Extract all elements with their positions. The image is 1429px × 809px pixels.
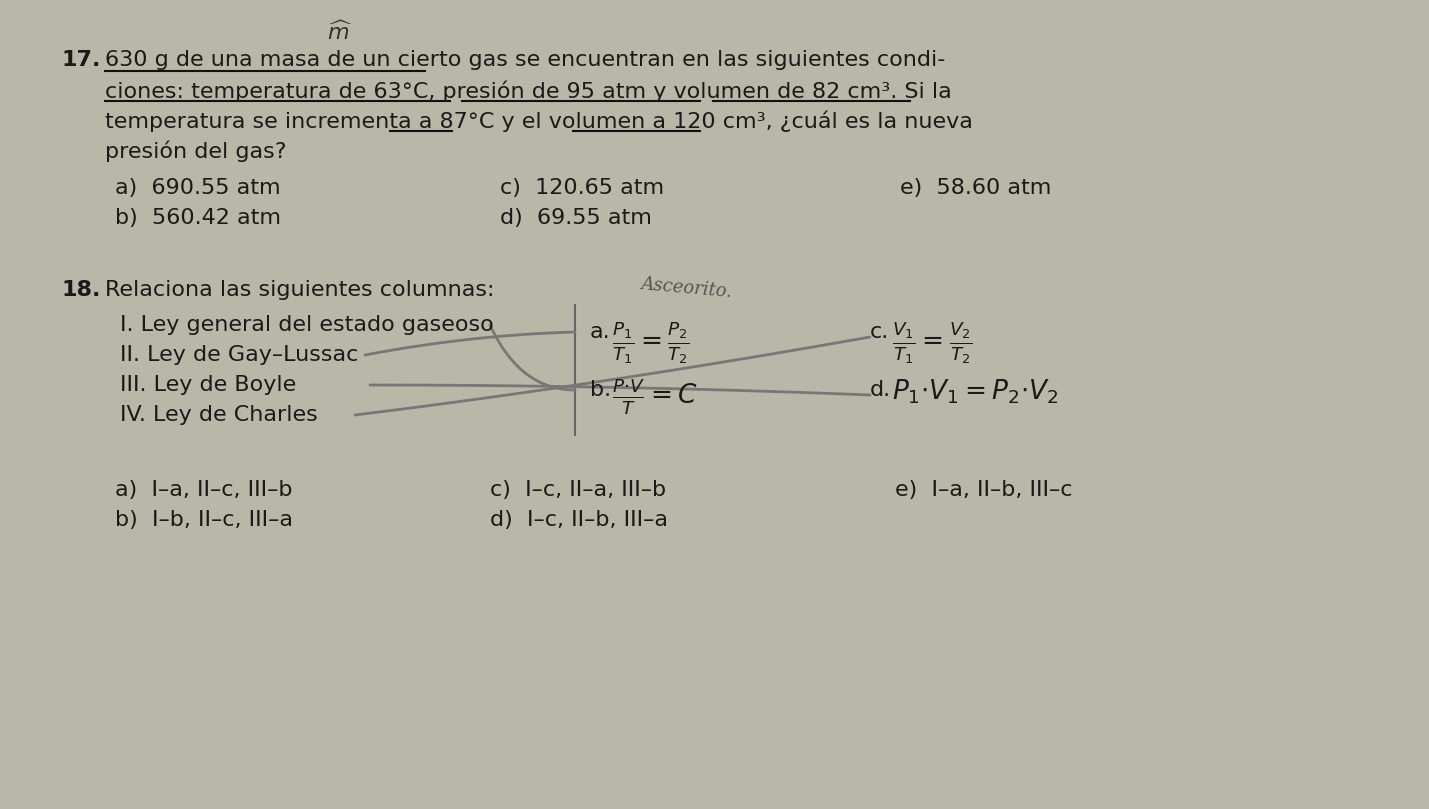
Text: e)  58.60 atm: e) 58.60 atm [900, 178, 1052, 198]
Text: 630 g de una masa de un cierto gas se encuentran en las siguientes condi-: 630 g de una masa de un cierto gas se en… [104, 50, 946, 70]
Text: 18.: 18. [61, 280, 101, 300]
Text: Asceorito.: Asceorito. [640, 275, 733, 301]
Text: presión del gas?: presión del gas? [104, 140, 286, 162]
Text: c)  I–c, II–a, III–b: c) I–c, II–a, III–b [490, 480, 666, 500]
Text: $P_1{\cdot}V_1 = P_2{\cdot}V_2$: $P_1{\cdot}V_1 = P_2{\cdot}V_2$ [892, 377, 1059, 405]
Text: I. Ley general del estado gaseoso: I. Ley general del estado gaseoso [120, 315, 494, 335]
Text: 17.: 17. [61, 50, 101, 70]
Text: $\frac{P_1}{T_1} = \frac{P_2}{T_2}$: $\frac{P_1}{T_1} = \frac{P_2}{T_2}$ [612, 319, 690, 366]
Text: b)  I–b, II–c, III–a: b) I–b, II–c, III–a [114, 510, 293, 530]
Text: d)  I–c, II–b, III–a: d) I–c, II–b, III–a [490, 510, 667, 530]
Text: IV. Ley de Charles: IV. Ley de Charles [120, 405, 317, 425]
Text: $\frac{V_1}{T_1} = \frac{V_2}{T_2}$: $\frac{V_1}{T_1} = \frac{V_2}{T_2}$ [892, 319, 972, 366]
Text: c.: c. [870, 322, 889, 342]
Text: c)  120.65 atm: c) 120.65 atm [500, 178, 664, 198]
Text: d.: d. [870, 380, 892, 400]
Text: II. Ley de Gay–Lussac: II. Ley de Gay–Lussac [120, 345, 359, 365]
Text: III. Ley de Boyle: III. Ley de Boyle [120, 375, 296, 395]
Text: $\widehat{m}$: $\widehat{m}$ [327, 22, 353, 45]
Text: e)  I–a, II–b, III–c: e) I–a, II–b, III–c [895, 480, 1073, 500]
Text: b)  560.42 atm: b) 560.42 atm [114, 208, 282, 228]
Text: temperatura se incrementa a 87°C y el volumen a 120 cm³, ¿cuál es la nueva: temperatura se incrementa a 87°C y el vo… [104, 110, 973, 132]
Text: a.: a. [590, 322, 610, 342]
Text: d)  69.55 atm: d) 69.55 atm [500, 208, 652, 228]
Text: ciones: temperatura de 63°C, presión de 95 atm y volumen de 82 cm³. Si la: ciones: temperatura de 63°C, presión de … [104, 80, 952, 101]
Text: b.: b. [590, 380, 612, 400]
Text: a)  I–a, II–c, III–b: a) I–a, II–c, III–b [114, 480, 293, 500]
Text: Relaciona las siguientes columnas:: Relaciona las siguientes columnas: [104, 280, 494, 300]
Text: a)  690.55 atm: a) 690.55 atm [114, 178, 280, 198]
Text: $\frac{P{\cdot}V}{T} = C$: $\frac{P{\cdot}V}{T} = C$ [612, 377, 697, 417]
